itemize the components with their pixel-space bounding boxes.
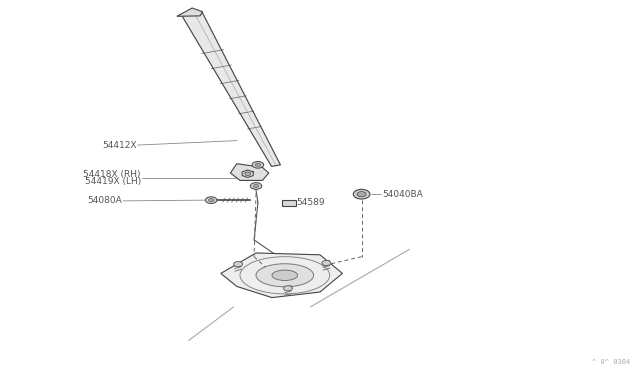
Circle shape (253, 185, 259, 187)
Circle shape (255, 163, 260, 166)
Text: ^ 0^ 0304: ^ 0^ 0304 (592, 359, 630, 365)
Polygon shape (282, 200, 296, 206)
Text: 54589: 54589 (296, 198, 325, 207)
Polygon shape (177, 8, 202, 16)
Polygon shape (221, 253, 342, 298)
Circle shape (245, 172, 251, 176)
Circle shape (205, 197, 217, 203)
Text: 54419X (LH): 54419X (LH) (84, 177, 141, 186)
Text: 54412X: 54412X (102, 141, 136, 150)
Ellipse shape (272, 270, 298, 280)
Text: 54418X (RH): 54418X (RH) (83, 170, 141, 179)
Circle shape (209, 199, 214, 202)
Circle shape (322, 260, 331, 266)
Circle shape (252, 161, 264, 168)
Polygon shape (242, 170, 253, 177)
Polygon shape (230, 164, 269, 180)
Circle shape (357, 192, 366, 197)
Text: 54080A: 54080A (87, 196, 122, 205)
Ellipse shape (256, 264, 314, 287)
Circle shape (284, 286, 292, 291)
Polygon shape (182, 12, 280, 166)
Circle shape (353, 189, 370, 199)
Circle shape (250, 183, 262, 189)
Circle shape (234, 262, 243, 267)
Text: 54040BA: 54040BA (383, 190, 424, 199)
